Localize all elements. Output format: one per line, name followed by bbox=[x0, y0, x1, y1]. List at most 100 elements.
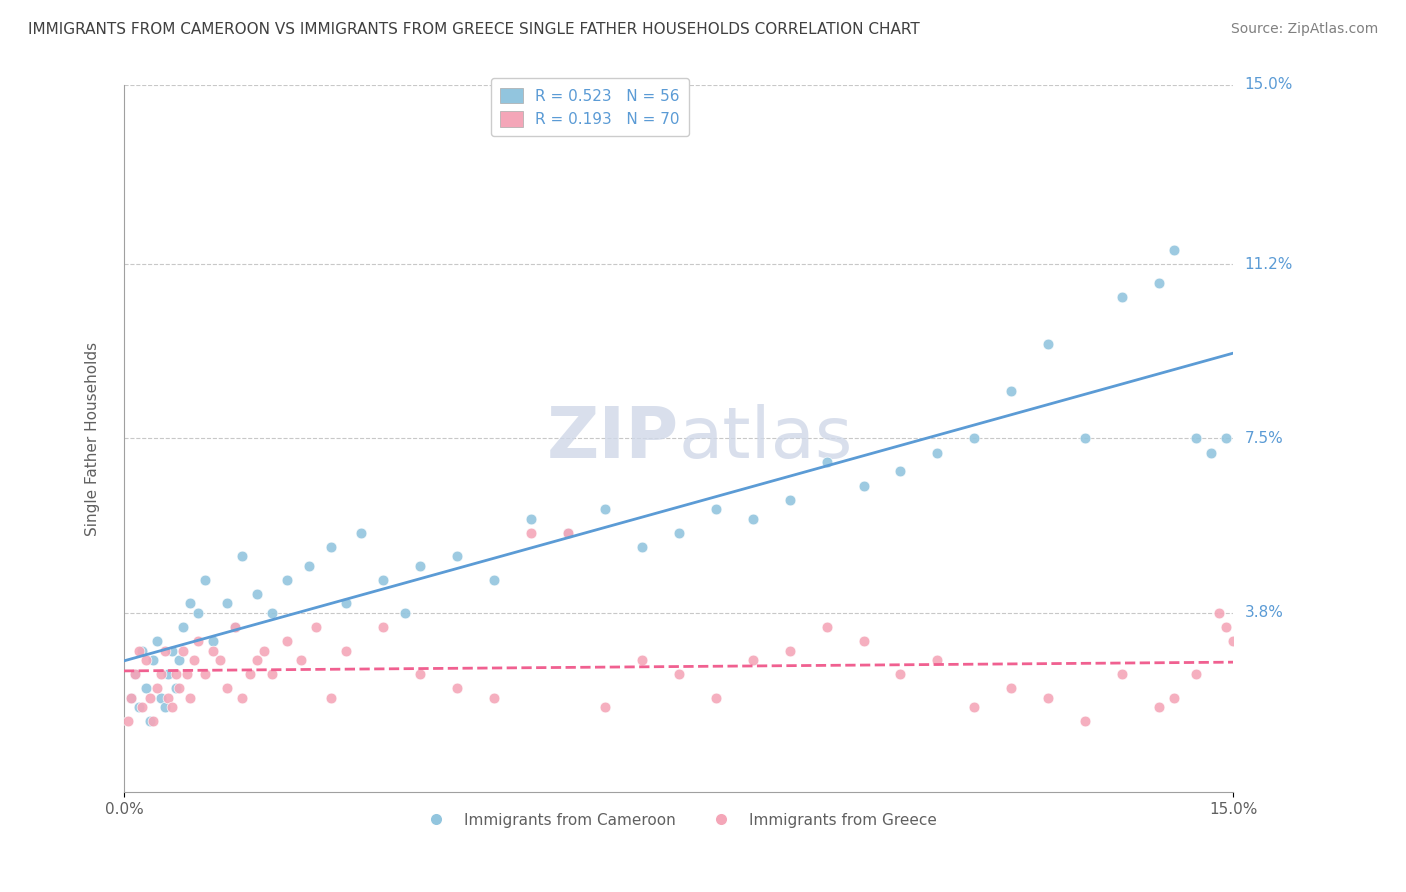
Point bbox=[160, 643, 183, 657]
Point bbox=[371, 573, 394, 587]
Point bbox=[260, 606, 283, 620]
Point bbox=[187, 606, 209, 620]
Point bbox=[124, 667, 146, 681]
Point bbox=[668, 667, 690, 681]
Point bbox=[305, 620, 328, 634]
Point bbox=[630, 540, 652, 554]
Point bbox=[446, 681, 468, 696]
Point bbox=[290, 653, 312, 667]
Point bbox=[153, 643, 176, 657]
Text: atlas: atlas bbox=[679, 404, 853, 473]
Point bbox=[319, 690, 342, 705]
Text: 3.8%: 3.8% bbox=[1244, 606, 1284, 620]
Point bbox=[593, 502, 616, 516]
Point bbox=[165, 667, 187, 681]
Point bbox=[1149, 700, 1171, 714]
Point bbox=[1074, 432, 1097, 446]
Point bbox=[139, 714, 162, 729]
Point bbox=[194, 667, 217, 681]
Point bbox=[169, 653, 191, 667]
Point bbox=[482, 573, 505, 587]
Point bbox=[1111, 667, 1133, 681]
Point bbox=[557, 525, 579, 540]
Point bbox=[335, 596, 357, 610]
Point bbox=[889, 667, 911, 681]
Point bbox=[668, 525, 690, 540]
Point bbox=[224, 620, 246, 634]
Point bbox=[319, 540, 342, 554]
Point bbox=[519, 525, 541, 540]
Point bbox=[815, 620, 838, 634]
Point bbox=[815, 455, 838, 469]
Point bbox=[1074, 714, 1097, 729]
Point bbox=[1000, 681, 1022, 696]
Point bbox=[142, 714, 165, 729]
Point bbox=[335, 643, 357, 657]
Point bbox=[482, 690, 505, 705]
Point bbox=[1149, 276, 1171, 290]
Y-axis label: Single Father Households: Single Father Households bbox=[86, 342, 100, 535]
Point bbox=[704, 502, 727, 516]
Point bbox=[169, 681, 191, 696]
Point bbox=[704, 690, 727, 705]
Point bbox=[117, 714, 139, 729]
Point bbox=[1163, 690, 1185, 705]
Point bbox=[371, 620, 394, 634]
Text: 7.5%: 7.5% bbox=[1244, 431, 1284, 446]
Text: ZIP: ZIP bbox=[547, 404, 679, 473]
Point bbox=[224, 620, 246, 634]
Point bbox=[201, 634, 224, 648]
Point bbox=[135, 653, 157, 667]
Point bbox=[1222, 634, 1244, 648]
Point bbox=[741, 653, 763, 667]
Point bbox=[131, 700, 153, 714]
Point bbox=[131, 643, 153, 657]
Point bbox=[852, 478, 875, 492]
Point bbox=[1163, 243, 1185, 257]
Point bbox=[1215, 432, 1237, 446]
Point bbox=[298, 558, 321, 573]
Point bbox=[889, 465, 911, 479]
Point bbox=[779, 492, 801, 507]
Point bbox=[276, 634, 298, 648]
Point bbox=[239, 667, 262, 681]
Point bbox=[409, 667, 432, 681]
Point bbox=[246, 587, 269, 601]
Point bbox=[172, 643, 194, 657]
Point bbox=[157, 667, 180, 681]
Point bbox=[179, 596, 201, 610]
Point bbox=[146, 634, 169, 648]
Point bbox=[209, 653, 232, 667]
Point bbox=[409, 558, 432, 573]
Text: 11.2%: 11.2% bbox=[1244, 257, 1292, 271]
Point bbox=[146, 681, 169, 696]
Point bbox=[231, 549, 253, 564]
Point bbox=[201, 643, 224, 657]
Point bbox=[187, 634, 209, 648]
Point bbox=[142, 653, 165, 667]
Point bbox=[246, 653, 269, 667]
Point bbox=[963, 432, 986, 446]
Point bbox=[1199, 445, 1222, 459]
Point bbox=[1000, 384, 1022, 399]
Point bbox=[128, 700, 150, 714]
Point bbox=[630, 653, 652, 667]
Point bbox=[779, 643, 801, 657]
Point bbox=[217, 596, 239, 610]
Point bbox=[1215, 620, 1237, 634]
Point bbox=[149, 690, 172, 705]
Point bbox=[124, 667, 146, 681]
Point bbox=[593, 700, 616, 714]
Point bbox=[153, 700, 176, 714]
Point bbox=[183, 653, 205, 667]
Text: 15.0%: 15.0% bbox=[1244, 78, 1292, 93]
Point bbox=[176, 667, 198, 681]
Point bbox=[1185, 667, 1208, 681]
Point bbox=[557, 525, 579, 540]
Text: IMMIGRANTS FROM CAMEROON VS IMMIGRANTS FROM GREECE SINGLE FATHER HOUSEHOLDS CORR: IMMIGRANTS FROM CAMEROON VS IMMIGRANTS F… bbox=[28, 22, 920, 37]
Point bbox=[128, 643, 150, 657]
Point bbox=[253, 643, 276, 657]
Point bbox=[741, 511, 763, 525]
Point bbox=[1208, 606, 1230, 620]
Point bbox=[1111, 290, 1133, 304]
